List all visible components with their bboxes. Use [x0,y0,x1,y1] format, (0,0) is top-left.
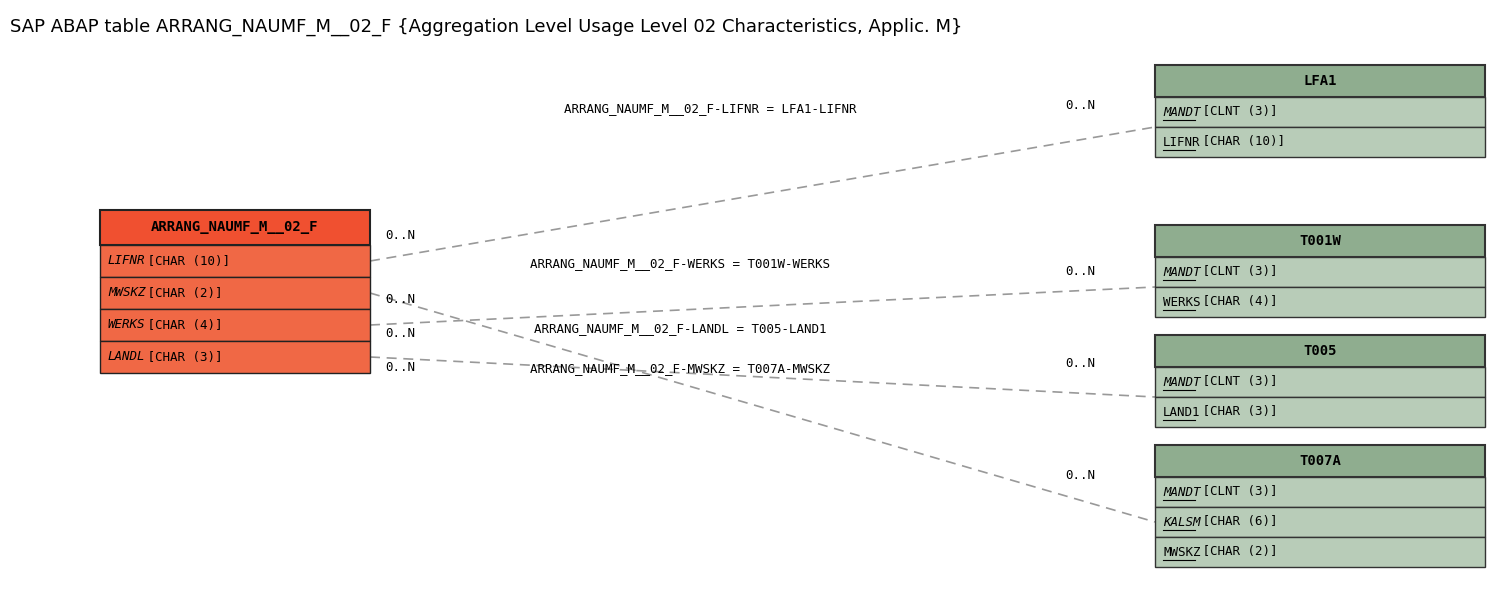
FancyBboxPatch shape [1154,507,1485,537]
Text: MANDT: MANDT [1163,266,1201,279]
Text: MANDT: MANDT [1163,485,1201,499]
Text: 0..N: 0..N [1066,265,1096,278]
Text: ARRANG_NAUMF_M__02_F-LANDL = T005-LAND1: ARRANG_NAUMF_M__02_F-LANDL = T005-LAND1 [534,322,826,335]
Text: [CHAR (4)]: [CHAR (4)] [1195,295,1278,309]
Text: T001W: T001W [1299,234,1341,248]
Text: MWSKZ: MWSKZ [108,287,146,300]
Text: [CLNT (3)]: [CLNT (3)] [1195,376,1278,389]
Text: 0..N: 0..N [1066,357,1096,370]
Text: [CLNT (3)]: [CLNT (3)] [1195,106,1278,119]
FancyBboxPatch shape [1154,97,1485,127]
Text: [CHAR (10)]: [CHAR (10)] [140,255,230,268]
FancyBboxPatch shape [99,341,370,373]
FancyBboxPatch shape [99,245,370,277]
Text: ARRANG_NAUMF_M__02_F-WERKS = T001W-WERKS: ARRANG_NAUMF_M__02_F-WERKS = T001W-WERKS [530,257,829,270]
Text: WERKS: WERKS [1163,295,1201,309]
Text: 0..N: 0..N [385,229,415,242]
Text: [CHAR (10)]: [CHAR (10)] [1195,135,1285,148]
Text: T007A: T007A [1299,454,1341,468]
FancyBboxPatch shape [1154,225,1485,257]
Text: 0..N: 0..N [1066,469,1096,482]
FancyBboxPatch shape [1154,397,1485,427]
Text: [CHAR (3)]: [CHAR (3)] [140,351,223,363]
Text: 0..N: 0..N [1066,99,1096,112]
Text: 0..N: 0..N [385,293,415,306]
Text: LIFNR: LIFNR [108,255,146,268]
FancyBboxPatch shape [1154,65,1485,97]
Text: ARRANG_NAUMF_M__02_F-LIFNR = LFA1-LIFNR: ARRANG_NAUMF_M__02_F-LIFNR = LFA1-LIFNR [564,102,856,115]
FancyBboxPatch shape [1154,537,1485,567]
Text: [CHAR (3)]: [CHAR (3)] [1195,405,1278,418]
Text: LIFNR: LIFNR [1163,135,1201,148]
FancyBboxPatch shape [1154,477,1485,507]
Text: MANDT: MANDT [1163,106,1201,119]
Text: [CLNT (3)]: [CLNT (3)] [1195,485,1278,499]
Text: LANDL: LANDL [108,351,146,363]
Text: SAP ABAP table ARRANG_NAUMF_M__02_F {Aggregation Level Usage Level 02 Characteri: SAP ABAP table ARRANG_NAUMF_M__02_F {Agg… [11,18,962,36]
Text: [CHAR (2)]: [CHAR (2)] [1195,546,1278,558]
FancyBboxPatch shape [99,210,370,245]
Text: [CLNT (3)]: [CLNT (3)] [1195,266,1278,279]
FancyBboxPatch shape [1154,367,1485,397]
Text: LFA1: LFA1 [1303,74,1336,88]
Text: [CHAR (4)]: [CHAR (4)] [140,319,223,331]
Text: 0..N: 0..N [385,327,415,340]
Text: 0..N: 0..N [385,361,415,374]
Text: [CHAR (2)]: [CHAR (2)] [140,287,223,300]
FancyBboxPatch shape [99,309,370,341]
Text: LAND1: LAND1 [1163,405,1201,418]
FancyBboxPatch shape [1154,257,1485,287]
Text: ARRANG_NAUMF_M__02_F-MWSKZ = T007A-MWSKZ: ARRANG_NAUMF_M__02_F-MWSKZ = T007A-MWSKZ [530,362,829,375]
Text: MANDT: MANDT [1163,376,1201,389]
FancyBboxPatch shape [99,277,370,309]
FancyBboxPatch shape [1154,287,1485,317]
Text: ARRANG_NAUMF_M__02_F: ARRANG_NAUMF_M__02_F [150,221,319,234]
Text: WERKS: WERKS [108,319,146,331]
Text: T005: T005 [1303,344,1336,358]
FancyBboxPatch shape [1154,445,1485,477]
Text: [CHAR (6)]: [CHAR (6)] [1195,515,1278,528]
FancyBboxPatch shape [1154,335,1485,367]
FancyBboxPatch shape [1154,127,1485,157]
Text: MWSKZ: MWSKZ [1163,546,1201,558]
Text: KALSM: KALSM [1163,515,1201,528]
